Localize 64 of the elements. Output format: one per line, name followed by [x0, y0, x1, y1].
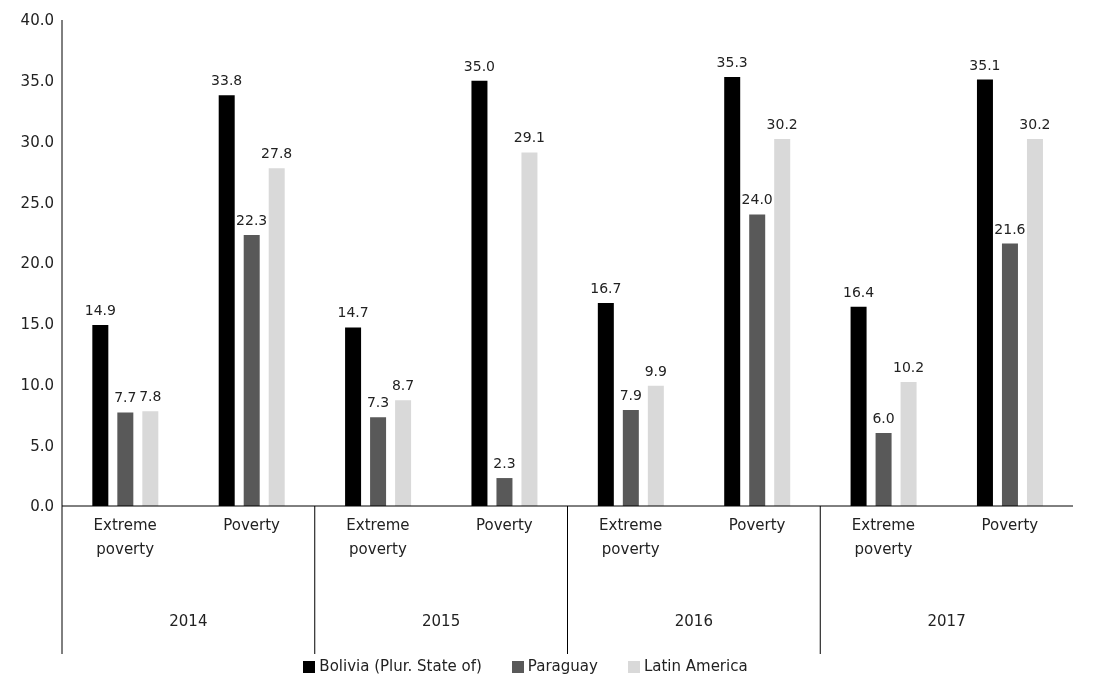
data-label: 24.0 [741, 191, 773, 208]
legend-label: Latin America [643, 657, 748, 675]
data-label: 2.3 [493, 455, 516, 472]
legend-label: Paraguay [527, 657, 598, 675]
data-label: 8.7 [391, 377, 415, 394]
x-tick-label: Extreme poverty [93, 516, 157, 558]
y-tick-label: 30.0 [20, 132, 54, 151]
data-label: 7.8 [139, 388, 162, 405]
x-tick-label: Poverty [475, 516, 533, 534]
bar [647, 385, 664, 506]
bar [243, 235, 260, 506]
data-label: 14.9 [84, 301, 116, 318]
bar [521, 152, 538, 506]
x-tick-label: Poverty [728, 516, 786, 534]
legend-label: Bolivia (Plur. State of) [319, 657, 482, 675]
y-tick-label: 10.0 [20, 375, 54, 394]
data-label: 16.7 [590, 280, 622, 297]
data-label: 7.9 [619, 387, 642, 404]
data-label: 16.4 [842, 283, 875, 300]
data-label: 29.1 [513, 129, 546, 146]
data-label: 30.2 [1019, 116, 1051, 133]
bar [1001, 243, 1018, 506]
data-label: 6.0 [872, 410, 895, 427]
y-tick-label: 20.0 [20, 254, 54, 273]
data-label: 35.3 [716, 54, 748, 71]
data-label: 7.3 [366, 394, 390, 411]
text: 2015 [422, 612, 461, 630]
x-tick-label: Extreme poverty [599, 516, 663, 558]
data-label: 27.8 [261, 145, 293, 162]
text: 2016 [674, 612, 713, 630]
data-label: 14.7 [337, 304, 369, 321]
data-label: 35.1 [969, 56, 1001, 73]
bar [774, 139, 791, 506]
bar [142, 411, 159, 506]
bar [875, 433, 892, 506]
y-tick-label: 5.0 [30, 436, 54, 455]
bar [117, 412, 134, 506]
x-tick-label: Extreme poverty [851, 516, 916, 558]
data-label: 10.2 [892, 359, 925, 376]
x-tick-label: Poverty [223, 516, 281, 534]
y-tick-label: 25.0 [20, 193, 54, 212]
bar [622, 410, 639, 506]
data-label: 33.8 [211, 72, 243, 89]
x-tick-label: Poverty [981, 516, 1039, 534]
data-label: 9.9 [644, 362, 667, 379]
bar [1026, 139, 1043, 506]
data-label: 22.3 [236, 212, 268, 229]
data-label: 30.2 [766, 116, 798, 133]
y-tick-label: 35.0 [20, 72, 54, 91]
bar [370, 417, 387, 506]
text: 2017 [927, 612, 966, 630]
x-tick-label: Extreme poverty [346, 516, 410, 558]
data-label: 21.6 [994, 220, 1026, 237]
y-tick-label: 15.0 [20, 315, 54, 334]
bar [900, 382, 917, 506]
y-tick-label: 0.0 [30, 497, 54, 516]
data-label: 7.7 [114, 389, 137, 406]
bar [749, 214, 766, 506]
text: 2014 [169, 612, 208, 630]
y-tick-label: 40.0 [20, 11, 54, 30]
bar [496, 478, 513, 506]
bar [395, 400, 412, 506]
bar [268, 168, 285, 506]
data-label: 35.0 [463, 57, 496, 74]
